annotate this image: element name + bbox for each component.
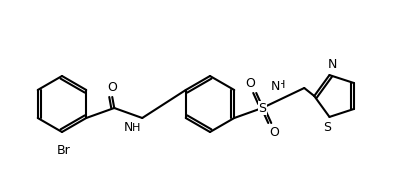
Text: Br: Br: [57, 144, 71, 157]
Text: O: O: [245, 77, 255, 90]
Text: O: O: [269, 126, 279, 139]
Text: O: O: [107, 81, 117, 94]
Text: N: N: [270, 80, 280, 93]
Text: N: N: [328, 58, 337, 71]
Text: H: H: [277, 80, 285, 90]
Text: H: H: [132, 123, 140, 133]
Text: N: N: [124, 121, 133, 134]
Text: S: S: [324, 121, 331, 134]
Text: S: S: [258, 102, 266, 114]
